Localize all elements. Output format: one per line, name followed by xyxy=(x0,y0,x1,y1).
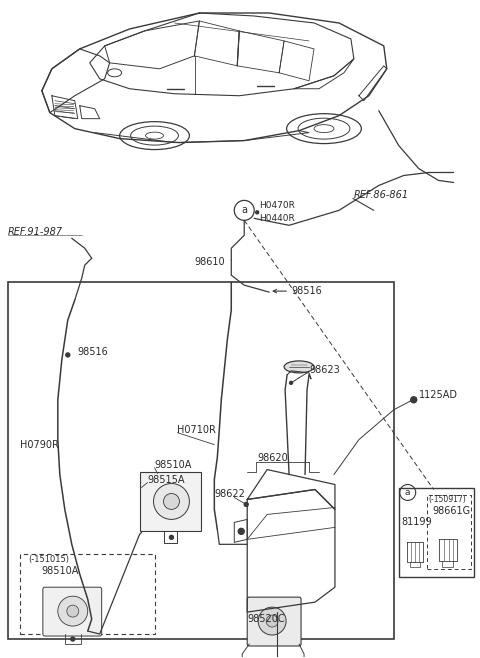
Text: 98610: 98610 xyxy=(194,257,225,267)
Circle shape xyxy=(258,607,286,635)
Bar xyxy=(399,488,473,577)
Bar xyxy=(20,554,155,634)
Text: 98661G: 98661G xyxy=(432,507,471,517)
FancyBboxPatch shape xyxy=(43,587,102,636)
Text: 98516: 98516 xyxy=(78,347,108,357)
Circle shape xyxy=(66,353,70,357)
Circle shape xyxy=(164,494,180,509)
Text: 81199: 81199 xyxy=(402,517,432,528)
FancyBboxPatch shape xyxy=(247,597,301,646)
Circle shape xyxy=(58,596,88,626)
Bar xyxy=(427,495,470,569)
Circle shape xyxy=(154,484,190,519)
Text: a: a xyxy=(405,488,410,497)
Text: a: a xyxy=(241,205,247,215)
Text: H0470R: H0470R xyxy=(259,201,295,210)
Circle shape xyxy=(244,503,248,507)
Circle shape xyxy=(169,536,173,540)
Text: 1125AD: 1125AD xyxy=(419,390,458,400)
Circle shape xyxy=(71,637,75,641)
Text: 98515A: 98515A xyxy=(147,474,185,484)
Text: 98516: 98516 xyxy=(291,286,322,296)
Text: 98520C: 98520C xyxy=(247,614,285,624)
Text: H0440R: H0440R xyxy=(259,214,295,223)
Circle shape xyxy=(256,211,259,214)
Text: (-151015): (-151015) xyxy=(28,555,69,564)
Circle shape xyxy=(266,615,278,627)
Text: H0790R: H0790R xyxy=(20,440,59,449)
Text: 98623: 98623 xyxy=(309,365,340,375)
Text: REF.91-987: REF.91-987 xyxy=(8,227,63,238)
Text: 98620: 98620 xyxy=(257,453,288,463)
Bar xyxy=(140,472,202,532)
Bar xyxy=(8,282,394,639)
Text: 98510A: 98510A xyxy=(42,567,79,576)
Circle shape xyxy=(67,605,79,617)
Circle shape xyxy=(411,397,417,403)
Text: 98510A: 98510A xyxy=(155,459,192,470)
Text: REF.86-861: REF.86-861 xyxy=(354,190,409,201)
Text: 98622: 98622 xyxy=(215,490,245,499)
Ellipse shape xyxy=(284,361,314,373)
Text: (-150917): (-150917) xyxy=(429,495,467,504)
Circle shape xyxy=(289,382,293,384)
Circle shape xyxy=(238,528,244,534)
Text: H0710R: H0710R xyxy=(178,424,216,435)
